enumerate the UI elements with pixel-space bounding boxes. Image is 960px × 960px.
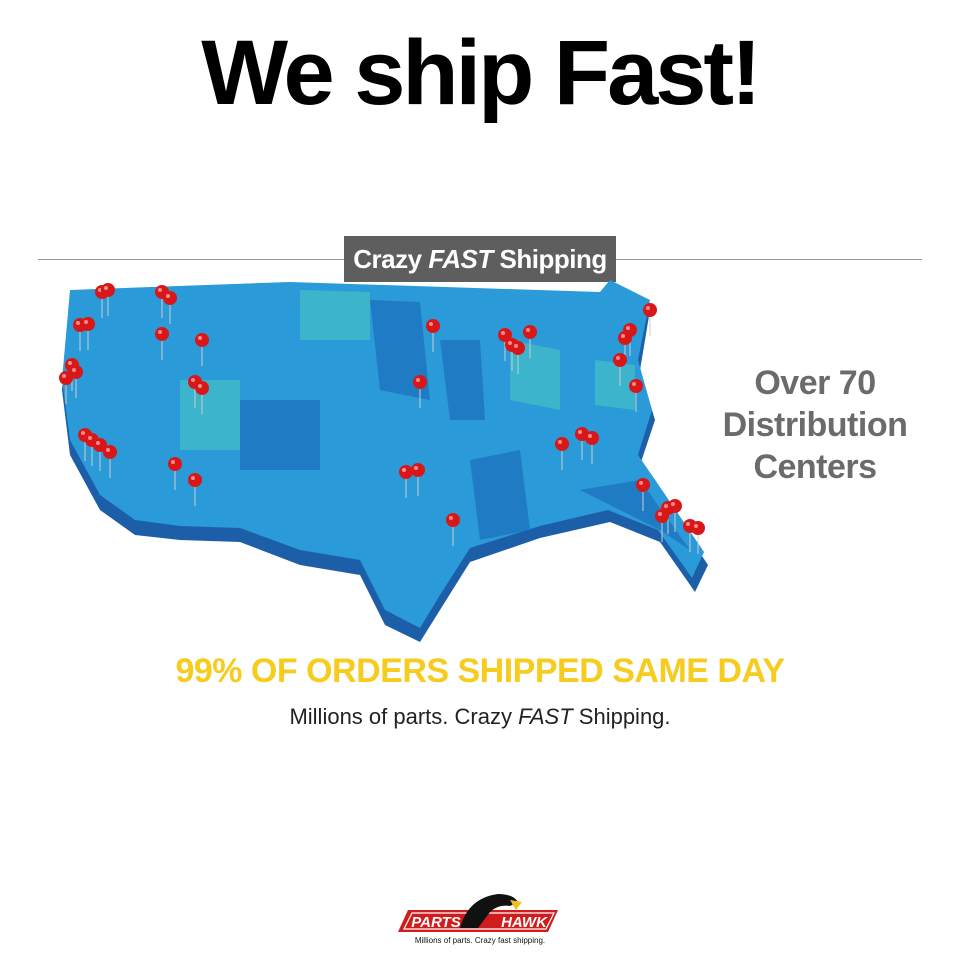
map-pin-icon	[498, 328, 512, 361]
banner-pre: Crazy	[353, 244, 429, 274]
parts-hawk-logo[interactable]: PARTS HAWK	[398, 888, 562, 948]
side-line-2: Distribution	[722, 406, 908, 444]
map-pin-icon	[59, 371, 73, 404]
subline-emph: FAST	[518, 704, 573, 729]
banner-emph: FAST	[428, 244, 493, 274]
map-pin-icon	[93, 438, 107, 471]
map-pin-icon	[426, 319, 440, 352]
map-pin-icon	[399, 465, 413, 498]
map-pin-icon	[81, 317, 95, 350]
map-pin-icon	[155, 327, 169, 360]
map-pin-icon	[195, 333, 209, 366]
logo-parts: PARTS	[411, 914, 460, 931]
map-pin-icon	[613, 353, 627, 386]
map-pin-icon	[668, 499, 682, 532]
map-pin-icon	[585, 431, 599, 464]
same-day-highlight: 99% OF ORDERS SHIPPED SAME DAY	[175, 652, 785, 690]
subline: Millions of parts. Crazy FAST Shipping.	[0, 704, 960, 730]
logo-tagline: Millions of parts. Crazy fast shipping.	[414, 936, 546, 945]
side-line-1: Over 70	[754, 364, 876, 402]
map-pin-icon	[655, 509, 669, 542]
shipping-banner: Crazy FAST Shipping	[344, 236, 616, 282]
map-pin-icon	[411, 463, 425, 496]
map-pin-icon	[195, 381, 209, 414]
map-pin-icon	[103, 445, 117, 478]
side-line-3: Centers	[753, 448, 877, 486]
map-pin-icon	[413, 375, 427, 408]
headline: We ship Fast!	[201, 22, 761, 124]
subline-post: Shipping.	[572, 704, 671, 729]
map-pin-icon	[163, 291, 177, 324]
distribution-centers-text: Over 70 Distribution Centers	[700, 362, 930, 488]
map-pin-icon	[636, 478, 650, 511]
map-pin-icon	[523, 325, 537, 358]
map-pin-icon	[629, 379, 643, 412]
map-pin-icon	[101, 283, 115, 316]
map-pin-icon	[168, 457, 182, 490]
map-pin-icon	[446, 513, 460, 546]
banner-post: Shipping	[492, 244, 608, 274]
map-pin-icon	[643, 303, 657, 336]
us-map	[59, 280, 708, 642]
logo-hawk: HAWK	[501, 914, 548, 931]
map-pin-icon	[691, 521, 705, 554]
map-pin-icon	[555, 437, 569, 470]
map-pin-icon	[618, 331, 632, 364]
map-pin-icon	[511, 341, 525, 374]
subline-pre: Millions of parts. Crazy	[289, 704, 519, 729]
map-pin-icon	[188, 473, 202, 506]
